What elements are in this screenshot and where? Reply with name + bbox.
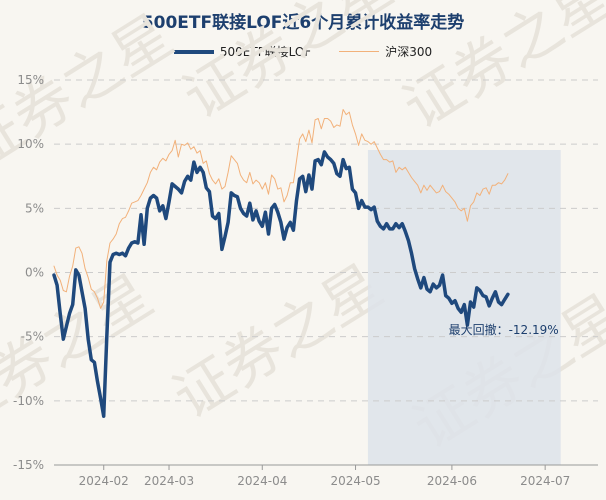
y-tick-label: 10%: [17, 137, 44, 151]
watermark-text: 证券之星: [0, 1, 184, 182]
y-tick-label: -5%: [21, 330, 44, 344]
legend-label-fund: 500ETF联接LOF: [219, 45, 312, 59]
y-tick-label: -15%: [13, 458, 44, 472]
chart-legend: 500ETF联接LOF 沪深300: [0, 43, 606, 60]
max-drawdown-label: 最大回撤：-12.19%: [449, 322, 559, 337]
x-tick-label: 2024-03: [144, 474, 194, 488]
y-tick-label: 0%: [25, 266, 44, 280]
x-tick-label: 2024-05: [330, 474, 380, 488]
legend-swatch-fund: [173, 49, 214, 54]
x-tick-label: 2024-04: [237, 474, 287, 488]
x-tick-label: 2024-06: [427, 474, 477, 488]
watermark-text: 证券之星: [391, 0, 606, 142]
watermark-text: 证券之星: [161, 251, 394, 432]
series-layer: [52, 109, 510, 418]
legend-swatch-index: [339, 51, 380, 52]
watermark-text: 证券之星: [171, 0, 404, 132]
x-tick-label: 2024-07: [520, 474, 570, 488]
chart-title: 500ETF联接LOF近6个月累计收益率走势: [141, 13, 465, 33]
series-line-index: [53, 109, 509, 309]
series-line-fund: [52, 150, 510, 418]
grid-layer: [54, 79, 598, 402]
x-tick-label: 2024-02: [79, 474, 129, 488]
legend-item-index[interactable]: 沪深300: [339, 43, 432, 60]
y-axis: 15% 10% 5% 0% -5% -10% -15%: [13, 73, 44, 472]
y-tick-label: 15%: [17, 73, 44, 87]
legend-item-fund[interactable]: 500ETF联接LOF: [173, 43, 312, 60]
legend-label-index: 沪深300: [385, 45, 433, 59]
x-axis: 2024-02 2024-03 2024-04 2024-05 2024-06 2024-…: [79, 465, 570, 488]
y-tick-label: 5%: [25, 201, 44, 215]
y-tick-label: -10%: [13, 394, 44, 408]
